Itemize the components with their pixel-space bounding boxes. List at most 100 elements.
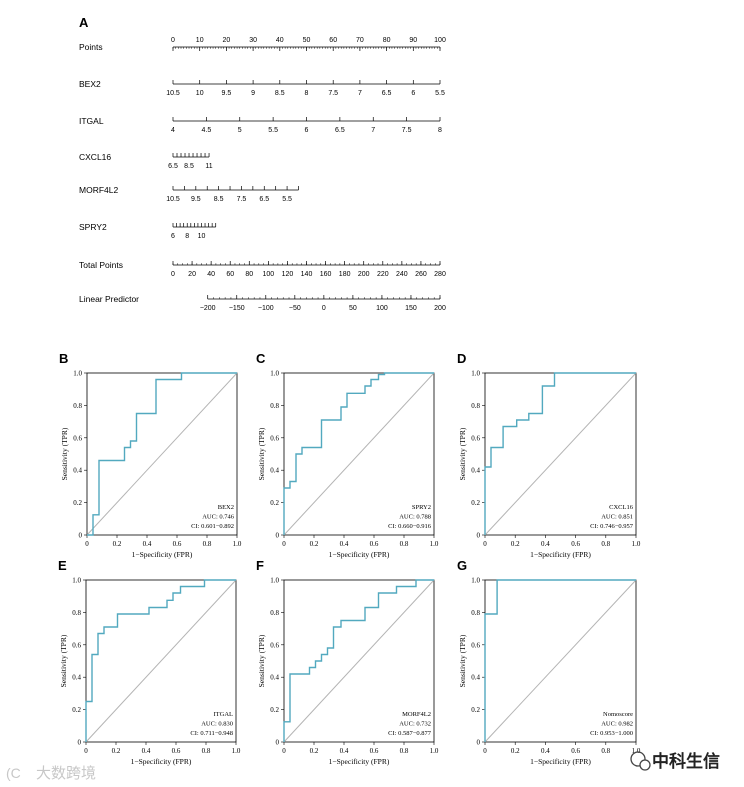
y-tick-label: 1.0 bbox=[270, 577, 279, 585]
y-tick-label: 0.4 bbox=[72, 674, 81, 682]
roc-panel-c: C 00 0.2 0.2 0.4 0.4 0.6 0.6 0.8 0.8 1.0 1.0 1−Speci… bbox=[256, 351, 439, 559]
wechat-icon-small bbox=[639, 759, 651, 771]
diagonal-reference-line bbox=[283, 372, 435, 536]
x-tick-label: 0.4 bbox=[340, 540, 349, 548]
nomogram-tick-label: 100 bbox=[434, 37, 446, 44]
nomogram-tick-label: 220 bbox=[377, 271, 389, 278]
x-tick-label: 0 bbox=[282, 747, 286, 755]
nomogram-tick-label: 150 bbox=[405, 305, 417, 312]
y-tick-label: 0.6 bbox=[471, 434, 480, 442]
x-tick-label: 0 bbox=[483, 540, 487, 548]
nomogram-tick-label: −50 bbox=[289, 305, 301, 312]
nomogram-tick-label: 9 bbox=[251, 90, 255, 97]
legend-ci: CI: 0.711−0.948 bbox=[190, 730, 233, 737]
x-tick-label: 0.8 bbox=[601, 747, 610, 755]
nomogram-tick-label: 7.5 bbox=[328, 90, 338, 97]
x-tick-label: 0.6 bbox=[172, 747, 181, 755]
y-tick-label: 0.2 bbox=[72, 706, 81, 714]
x-tick-label: 0.4 bbox=[541, 747, 550, 755]
x-tick-label: 0 bbox=[282, 540, 286, 548]
nomogram-tick-label: 9.5 bbox=[222, 90, 232, 97]
y-tick-label: 0.6 bbox=[270, 641, 279, 649]
plot-frame bbox=[85, 579, 237, 743]
y-axis-label: Sensitivity (TPR) bbox=[60, 427, 69, 480]
nomogram-tick-label: 120 bbox=[282, 271, 294, 278]
roc-curve-spry2 bbox=[283, 372, 434, 535]
nomogram-row-cxcl16: CXCL16 6.5 8.5 11 bbox=[79, 152, 213, 170]
y-tick-label: 0.2 bbox=[73, 499, 82, 507]
x-tick-label: 0 bbox=[85, 540, 89, 548]
x-tick-label: 0.6 bbox=[571, 747, 580, 755]
y-tick-label: 0.4 bbox=[73, 467, 82, 475]
nomogram-tick-label: 60 bbox=[226, 271, 234, 278]
plot-frame bbox=[86, 372, 238, 536]
nomogram-tick-label: 200 bbox=[434, 305, 446, 312]
y-tick-label: 0 bbox=[79, 532, 83, 540]
nomogram-label-morf4l2: MORF4L2 bbox=[79, 185, 118, 195]
y-tick-label: 0.2 bbox=[471, 706, 480, 714]
nomogram-tick-label: 180 bbox=[339, 271, 351, 278]
nomogram-tick-label: 7.5 bbox=[237, 196, 247, 203]
nomogram-row-itgal: ITGAL 4 4.5 5 5.5 6 6.5 7 7.5 8 bbox=[79, 116, 442, 134]
legend-auc: AUC: 0.830 bbox=[201, 721, 233, 728]
nomogram-tick-label: 0 bbox=[322, 305, 326, 312]
nomogram-tick-label: 5.5 bbox=[435, 90, 445, 97]
watermark-left-text: 大数跨境 bbox=[36, 764, 96, 782]
roc-curve-bex2 bbox=[87, 372, 237, 536]
y-tick-label: 0.2 bbox=[270, 706, 279, 714]
y-tick-label: 0.8 bbox=[73, 402, 82, 410]
y-tick-label: 0 bbox=[78, 739, 82, 747]
nomogram-tick-label: 0 bbox=[171, 271, 175, 278]
watermark-left-logo: (C bbox=[6, 765, 21, 781]
legend-series-name: BEX2 bbox=[218, 504, 234, 511]
x-tick-label: 1.0 bbox=[632, 540, 641, 548]
nomogram-label-cxcl16: CXCL16 bbox=[79, 152, 111, 162]
y-axis-label: Sensitivity (TPR) bbox=[59, 634, 68, 687]
x-tick-label: 1.0 bbox=[232, 747, 241, 755]
nomogram-tick-label: 40 bbox=[207, 271, 215, 278]
y-tick-label: 0.8 bbox=[471, 402, 480, 410]
nomogram-tick-label: 4 bbox=[171, 127, 175, 134]
nomogram-tick-label: 50 bbox=[349, 305, 357, 312]
nomogram-tick-label: 6.5 bbox=[335, 127, 345, 134]
y-axis-label: Sensitivity (TPR) bbox=[458, 427, 467, 480]
wechat-icon bbox=[630, 751, 646, 767]
panel-label-g: G bbox=[457, 558, 467, 573]
panel-label-f: F bbox=[256, 558, 264, 573]
panel-label-e: E bbox=[58, 558, 67, 573]
nomogram-tick-label: −200 bbox=[200, 305, 216, 312]
y-tick-label: 0.4 bbox=[471, 467, 480, 475]
legend-series-name: MORF4L2 bbox=[402, 711, 431, 718]
roc-panels: B000.20.20.40.40.60.60.80.81.01.01−Speci… bbox=[58, 351, 641, 766]
roc-curve-cxcl16 bbox=[484, 372, 636, 535]
nomogram-row-points: Points 0 10 20 30 40 50 60 70 80 90 100 bbox=[79, 37, 446, 52]
legend-auc: AUC: 0.732 bbox=[399, 721, 431, 728]
x-axis-label: 1−Specificity (FPR) bbox=[530, 550, 591, 559]
nomogram-tick-label: 8 bbox=[185, 233, 189, 240]
nomogram-tick-label: 6.5 bbox=[259, 196, 269, 203]
y-tick-label: 0.4 bbox=[471, 674, 480, 682]
panel-label-a: A bbox=[79, 15, 89, 30]
diagonal-reference-line bbox=[283, 579, 435, 743]
x-tick-label: 1.0 bbox=[430, 540, 439, 548]
x-tick-label: 0.8 bbox=[400, 540, 409, 548]
nomogram-tick-label: 0 bbox=[171, 37, 175, 44]
x-tick-label: 0.8 bbox=[601, 540, 610, 548]
watermark-right: 中科生信 bbox=[630, 751, 720, 771]
y-tick-label: 0.8 bbox=[270, 402, 279, 410]
nomogram-tick-label: 200 bbox=[358, 271, 370, 278]
nomogram-tick-label: 11 bbox=[205, 163, 212, 170]
legend-series-name: SPRY2 bbox=[412, 504, 431, 511]
nomogram-tick-label: 80 bbox=[383, 37, 391, 44]
y-tick-label: 0.6 bbox=[72, 641, 81, 649]
roc-panel-b: B 00 0.2 0.2 0.4 0.4 0.6 0.6 0.8 0.8 1.0 1.0 1−Speci… bbox=[59, 351, 242, 559]
x-tick-label: 0.4 bbox=[143, 540, 152, 548]
y-tick-label: 1.0 bbox=[471, 577, 480, 585]
x-axis-label: 1−Specificity (FPR) bbox=[329, 550, 390, 559]
nomogram-tick-label: 8.5 bbox=[184, 163, 194, 170]
x-tick-label: 0.4 bbox=[340, 747, 349, 755]
x-tick-label: 0.2 bbox=[310, 540, 319, 548]
legend-auc: AUC: 0.982 bbox=[601, 721, 633, 728]
y-axis-label: Sensitivity (TPR) bbox=[257, 634, 266, 687]
